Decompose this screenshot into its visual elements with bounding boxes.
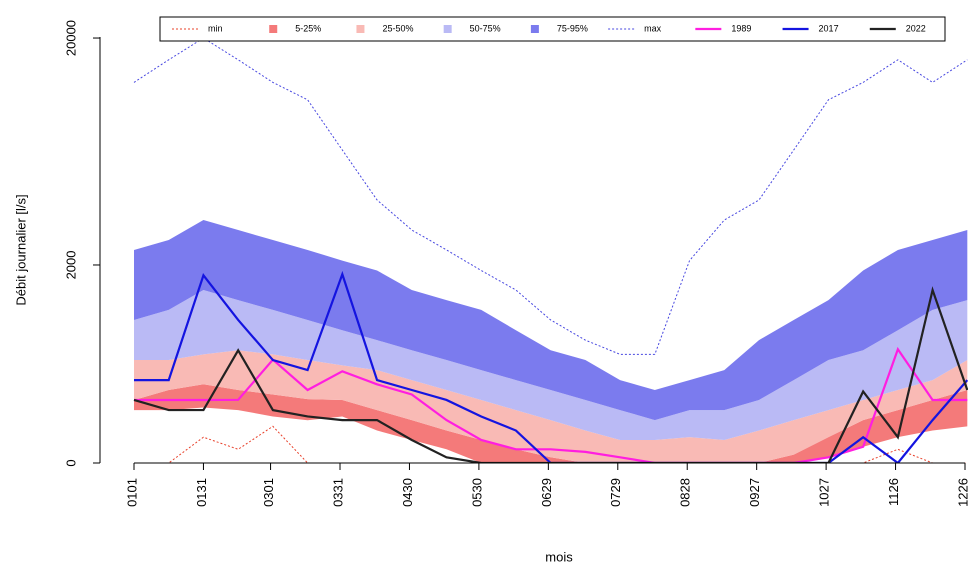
legend-label: max: [644, 23, 662, 33]
y-tick-label: 20000: [63, 20, 78, 56]
envelope-line: [133, 37, 968, 355]
x-tick-label: 0828: [678, 478, 693, 507]
legend-label: 1989: [731, 23, 751, 33]
quantile-band: [134, 290, 968, 440]
x-tick-label: 0430: [400, 478, 415, 507]
legend-swatch: [356, 25, 365, 33]
legend-swatch: [269, 25, 278, 33]
x-axis-label: mois: [545, 549, 573, 564]
legend-label: 2017: [819, 23, 839, 33]
x-tick-label: 1126: [886, 478, 901, 506]
legend-label: 2022: [906, 23, 926, 33]
x-tick-label: 0927: [747, 478, 762, 507]
legend-label: min: [208, 23, 223, 33]
legend-swatch: [530, 25, 539, 33]
legend-box: [159, 16, 946, 42]
year-line: [134, 270, 968, 463]
y-tick-label: 2000: [63, 251, 78, 280]
x-tick-label: 0729: [608, 478, 623, 507]
y-axis-label: Débit journalier [l/s]: [13, 194, 28, 305]
x-tick-label: 1027: [817, 478, 832, 507]
legend-label: 5-25%: [295, 23, 321, 33]
quantile-band: [134, 384, 968, 463]
x-tick-label: 0101: [124, 478, 139, 507]
legend-label: 25-50%: [382, 23, 413, 33]
x-tick-label: 0629: [539, 478, 554, 507]
plot-area: [133, 37, 968, 463]
legend: min 5-25% 25-50% 50-75% 75-95% max 1989 2017 202…: [159, 16, 946, 42]
y-tick-label: 0: [63, 459, 78, 466]
x-tick-label: 0331: [330, 478, 345, 507]
legend-label: 75-95%: [557, 23, 588, 33]
year-line: [133, 286, 968, 463]
x-tick-label: 0131: [194, 478, 209, 507]
quantile-band: [134, 350, 968, 463]
x-tick-label: 0301: [261, 478, 276, 507]
quantile-band: [134, 220, 968, 421]
x-tick-label: 1226: [955, 478, 968, 507]
axes: 0 2000 20000 0101 0131 0301 0331 0430 0530 0629 07…: [63, 20, 968, 507]
x-tick-label: 0530: [469, 478, 484, 507]
legend-swatch: [443, 25, 452, 33]
envelope-line: [134, 425, 968, 463]
legend-label: 50-75%: [470, 23, 501, 33]
